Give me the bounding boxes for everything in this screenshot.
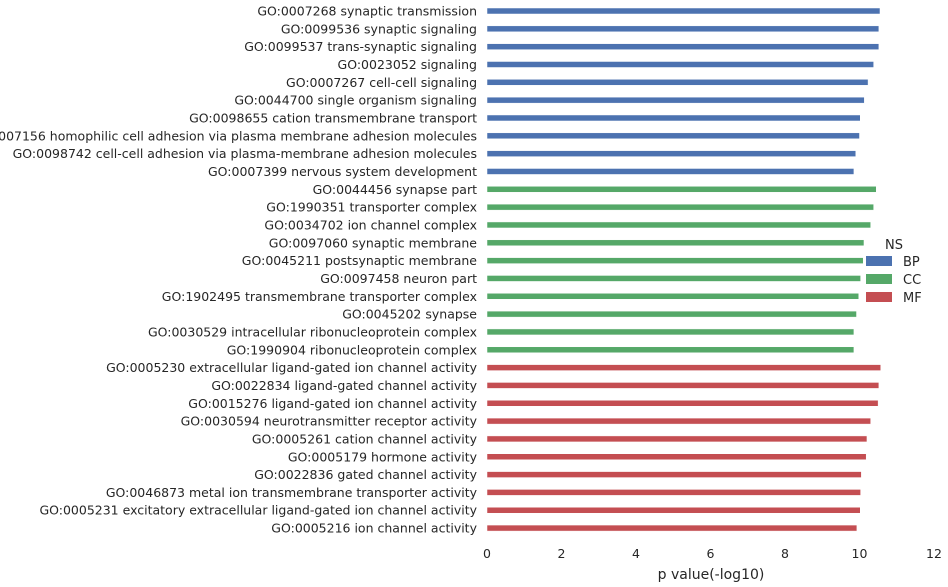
bar	[486, 453, 867, 460]
category-label: GO:0005179 hormone activity	[288, 449, 478, 464]
category-labels: GO:0007268 synaptic transmission GO:00995…	[0, 4, 478, 536]
legend-swatch	[866, 256, 892, 266]
bar	[486, 150, 857, 157]
category-label: GO:0030529 intracellular ribonucleoprote…	[148, 324, 477, 339]
bar	[486, 7, 881, 15]
category-label: GO:0097458 neuron part	[320, 271, 477, 286]
category-label: GO:0005230 extracellular ligand-gated io…	[106, 360, 478, 375]
bars-group	[486, 7, 881, 532]
x-tick-label: 10	[852, 546, 868, 561]
category-label: GO:0023052 signaling	[338, 57, 477, 72]
bar	[486, 471, 862, 478]
category-label: GO:0098742 cell-cell adhesion via plasma…	[13, 146, 477, 161]
category-label: GO:0046873 metal ion transmembrane trans…	[106, 485, 478, 500]
bar	[486, 114, 861, 122]
category-label: GO:0007399 nervous system development	[208, 164, 477, 179]
category-label: GO:0097060 synaptic membrane	[269, 235, 478, 250]
x-tick-label: 12	[926, 546, 942, 561]
category-label: GO:0005261 cation channel activity	[252, 431, 478, 446]
category-label: GO:0007156 homophilic cell adhesion via …	[0, 128, 477, 143]
bar	[486, 61, 874, 68]
legend-label: CC	[903, 273, 921, 288]
category-label: GO:0030594 neurotransmitter receptor act…	[181, 414, 478, 429]
x-axis-label: p value(-log10)	[658, 567, 765, 583]
legend-label: BP	[903, 255, 920, 270]
bar	[486, 43, 880, 50]
category-label: GO:0044700 single organism signaling	[234, 93, 477, 108]
bar	[486, 417, 871, 425]
bar	[486, 239, 865, 247]
category-label: GO:0099537 trans-synaptic signaling	[244, 39, 477, 54]
legend-swatch	[866, 274, 892, 284]
x-tick-label: 0	[483, 546, 491, 561]
x-tick-label: 4	[632, 546, 640, 561]
bar	[486, 400, 879, 407]
bar	[486, 346, 855, 354]
bar	[486, 168, 855, 175]
category-label: GO:0007267 cell-cell signaling	[286, 75, 477, 90]
category-label: GO:0022836 gated channel activity	[254, 467, 477, 482]
bar	[486, 203, 874, 211]
bar	[486, 257, 864, 264]
bar	[486, 506, 861, 514]
x-tick-label: 8	[781, 546, 789, 561]
category-label: GO:0034702 ion channel complex	[264, 217, 477, 232]
bar	[486, 186, 877, 193]
bar	[486, 382, 880, 389]
bar	[486, 25, 880, 33]
category-label: GO:0044456 synapse part	[313, 182, 477, 197]
legend-title: NS	[885, 238, 903, 253]
category-label: GO:0007268 synaptic transmission	[257, 4, 477, 19]
x-tick-label: 6	[707, 546, 715, 561]
bar	[486, 328, 855, 336]
category-label: GO:0015276 ligand-gated ion channel acti…	[188, 396, 477, 411]
category-label: GO:0045202 synapse	[342, 307, 477, 322]
category-label: GO:0098655 cation transmembrane transpor…	[189, 110, 477, 125]
bar	[486, 364, 881, 371]
bar	[486, 435, 868, 443]
category-label: GO:1990904 ribonucleoprotein complex	[227, 342, 477, 357]
bar	[486, 489, 861, 496]
bar	[486, 293, 859, 300]
legend: NS BP CC MF	[866, 238, 922, 306]
bar	[486, 310, 857, 318]
bar	[486, 275, 861, 282]
legend-label: MF	[903, 291, 922, 306]
category-label: GO:0099536 synaptic signaling	[281, 21, 477, 36]
bar	[486, 132, 860, 140]
category-label: GO:0005231 excitatory extracellular liga…	[39, 503, 477, 518]
x-tick-label: 2	[558, 546, 566, 561]
bar	[486, 96, 865, 104]
bar	[486, 524, 858, 532]
bar	[486, 221, 871, 229]
category-label: GO:0005216 ion channel activity	[271, 521, 477, 536]
legend-swatch	[866, 292, 892, 302]
x-axis-ticks: 0 2 4 6 8 10 12	[483, 546, 942, 561]
category-label: GO:1990351 transporter complex	[266, 200, 477, 215]
category-label: GO:1902495 transmembrane transporter com…	[162, 289, 477, 304]
bar	[486, 79, 869, 86]
category-label: GO:0022834 ligand-gated channel activity	[211, 378, 477, 393]
category-label: GO:0045211 postsynaptic membrane	[242, 253, 478, 268]
